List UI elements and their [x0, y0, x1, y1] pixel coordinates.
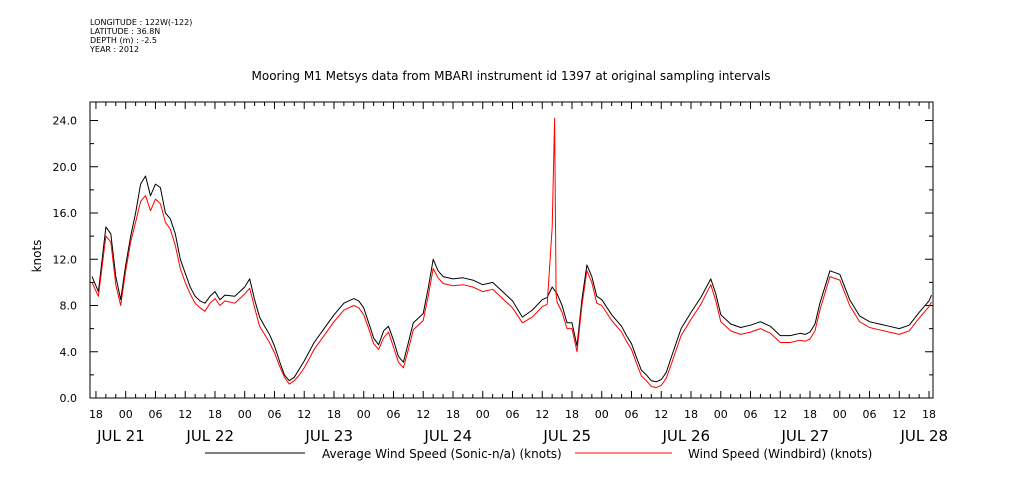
x-tick-label: 12	[535, 408, 549, 421]
x-tick-label: 18	[565, 408, 579, 421]
longitude-label: LONGITUDE : 122W(-122)	[90, 18, 193, 27]
y-tick-label: 24.0	[53, 115, 78, 128]
x-tick-label: 18	[446, 408, 460, 421]
x-tick-label: 12	[773, 408, 787, 421]
x-tick-label: 06	[744, 408, 758, 421]
x-tick-label: 00	[595, 408, 609, 421]
series-lines	[91, 117, 932, 389]
x-tick-label: 18	[208, 408, 222, 421]
day-label: JUL 22	[185, 427, 234, 445]
x-tick-label: 00	[714, 408, 728, 421]
y-tick-label: 4.0	[60, 346, 78, 359]
day-labels: JUL 21 JUL 22 JUL 23 JUL 24 JUL 25 JUL 26 JUL …	[96, 427, 948, 445]
x-tick-label: 12	[297, 408, 311, 421]
x-tick-label: 06	[386, 408, 400, 421]
y-axis-label: knots	[30, 240, 44, 273]
legend-label: Average Wind Speed (Sonic-n/a) (knots)	[322, 447, 562, 461]
x-tick-labels: 18 00 06 12 18 00 06 12 18 00 06 12 18 00 06 12 18 00 06 12…	[89, 408, 936, 421]
x-tick-label: 12	[892, 408, 906, 421]
y-tick-label: 16.0	[53, 207, 78, 220]
series-line-windbird-wind-speed	[91, 117, 932, 389]
day-label: JUL 25	[542, 427, 591, 445]
x-tick-label: 00	[119, 408, 133, 421]
x-tick-label: 12	[416, 408, 430, 421]
x-tick-label: 18	[89, 408, 103, 421]
series-line-average-wind-speed	[91, 175, 932, 383]
x-tick-label: 18	[803, 408, 817, 421]
year-label: YEAR : 2012	[90, 45, 140, 54]
x-tick-label: 18	[922, 408, 936, 421]
y-tick-labels: 0.0 4.0 8.0 12.0 16.0 20.0 24.0	[53, 115, 78, 406]
y-tick-label: 0.0	[60, 392, 78, 405]
chart-title: Mooring M1 Metsys data from MBARI instru…	[252, 69, 771, 83]
x-tick-label: 00	[357, 408, 371, 421]
x-tick-label: 06	[625, 408, 639, 421]
day-label: JUL 24	[423, 427, 472, 445]
x-tick-label: 00	[238, 408, 252, 421]
x-tick-label: 00	[833, 408, 847, 421]
x-tick-label: 06	[148, 408, 162, 421]
latitude-label: LATITUDE : 36.8N	[90, 27, 161, 36]
x-tick-label: 18	[684, 408, 698, 421]
day-label: JUL 27	[780, 427, 829, 445]
legend-label: Wind Speed (Windbird) (knots)	[688, 447, 872, 461]
x-tick-label: 06	[267, 408, 281, 421]
y-tick-label: 12.0	[53, 253, 78, 266]
legend: Average Wind Speed (Sonic-n/a) (knots) Wi…	[205, 447, 872, 461]
day-label: JUL 26	[661, 427, 710, 445]
x-tick-label: 18	[327, 408, 341, 421]
y-tick-label: 8.0	[60, 300, 78, 313]
day-label: JUL 21	[96, 427, 145, 445]
x-tick-label: 00	[476, 408, 490, 421]
day-label: JUL 23	[304, 427, 353, 445]
plot-frame	[89, 101, 934, 399]
x-tick-label: 12	[654, 408, 668, 421]
x-tick-label: 06	[863, 408, 877, 421]
x-tick-label: 06	[505, 408, 519, 421]
day-label: JUL 28	[899, 427, 948, 445]
metadata-block: LONGITUDE : 122W(-122) LATITUDE : 36.8N …	[90, 18, 192, 54]
x-tick-label: 12	[178, 408, 192, 421]
axis-ticks	[90, 102, 933, 399]
y-tick-label: 20.0	[53, 161, 78, 174]
depth-label: DEPTH (m) : -2.5	[90, 36, 157, 45]
